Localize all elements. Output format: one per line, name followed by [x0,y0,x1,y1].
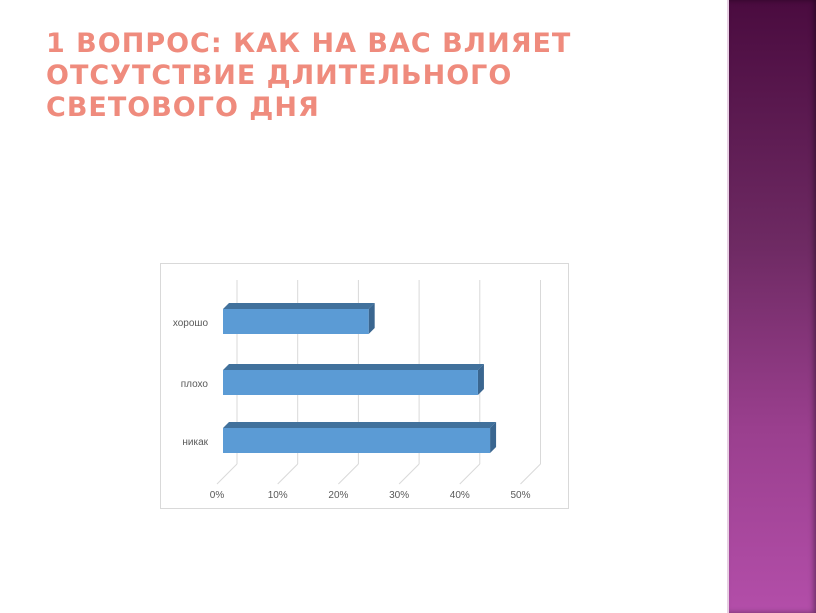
floor-gridline [277,463,299,485]
bar-top [223,422,497,428]
x-tick-label: 10% [268,490,288,501]
bar-top [223,364,484,370]
category-label: хорошо [173,318,209,329]
bar-side [477,364,484,395]
bar [223,370,478,395]
bar-top [223,303,375,309]
bar [223,309,369,334]
x-tick-label: 40% [450,490,470,501]
decorative-sidebar [727,0,816,613]
x-tick-label: 50% [510,490,530,501]
chart-svg: 0% 10% 20% 30% 40% 50% хорошо плохо никак [173,280,541,501]
floor-gridline [459,463,481,485]
bar [223,428,491,453]
bar-side [490,422,497,453]
x-tick-label: 20% [328,490,348,501]
floor-gridline [398,463,420,485]
floor-gridline [520,463,541,485]
x-tick-label: 30% [389,490,409,501]
slide-title: 1 вопрос: Как на вас влияет отсутствие д… [46,28,572,123]
x-tick-label: 0% [210,490,225,501]
bar-side [368,303,375,334]
category-label: плохо [181,379,209,390]
floor-gridline [216,463,238,485]
floor-gridline [338,463,359,485]
category-label: никак [182,437,208,448]
bar-chart: 0% 10% 20% 30% 40% 50% хорошо плохо никак [160,263,569,509]
